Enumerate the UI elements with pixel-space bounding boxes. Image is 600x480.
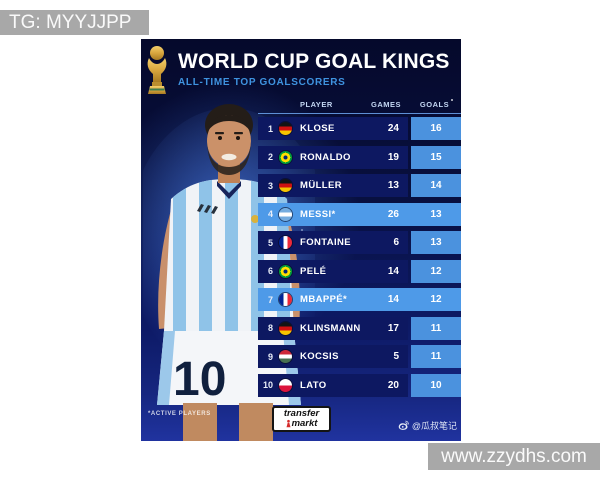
transfermarkt-logo-line2: markt [291, 418, 318, 429]
player-cell: 6 PELÉ 14 [258, 259, 408, 283]
goals-value: 12 [411, 259, 461, 283]
france-flag-icon [279, 236, 292, 249]
star-specks [451, 99, 453, 101]
poster-header: WORLD CUP GOAL KINGS ALL-TIME TOP GOALSC… [145, 44, 450, 96]
rank-label: 5 [267, 237, 273, 248]
rank-label: 1 [267, 123, 273, 134]
player-name: LATO [300, 379, 327, 391]
player-cell: 7 MBAPPÉ* 14 [258, 288, 408, 311]
transfermarkt-logo-line1: transfer [283, 408, 320, 420]
player-name: KLINSMANN [300, 322, 361, 334]
germany-flag-icon [279, 179, 292, 192]
goals-value: 12 [411, 288, 461, 311]
poster: 10 WORLD CUP GOAL KINGS ALL- [141, 39, 461, 441]
games-value: 6 [393, 237, 399, 248]
site-watermark: www.zzydhs.com [428, 443, 600, 470]
rank-label: 4 [267, 209, 273, 219]
table-row: 5 FONTAINE 6 13 [258, 231, 461, 254]
transfermarkt-logo: transfer markt [272, 406, 331, 432]
table-header-row: PLAYER GAMES GOALS [258, 96, 461, 114]
goals-value: 13 [411, 231, 461, 254]
column-header-player: PLAYER [300, 100, 333, 109]
games-value: 24 [387, 123, 399, 134]
games-value: 14 [387, 265, 399, 277]
table-row: 7 MBAPPÉ* 14 12 [258, 288, 461, 311]
table-row: 1 KLOSE 24 16 [258, 117, 461, 140]
games-value: 14 [387, 294, 399, 305]
goals-value: 14 [411, 174, 461, 197]
games-value: 5 [393, 351, 399, 362]
player-cell: 3 MÜLLER 13 [258, 174, 408, 197]
table-row: 9 KOCSIS 5 11 [258, 345, 461, 368]
poster-subtitle: ALL-TIME TOP GOALSCORERS [178, 77, 346, 88]
player-cell: 5 FONTAINE 6 [258, 231, 408, 254]
weibo-credit: @瓜叔笔记 [398, 419, 457, 432]
player-cell: 8 KLINSMANN 17 [258, 316, 408, 340]
player-name: FONTAINE [300, 237, 352, 248]
argentina-flag-icon [279, 207, 292, 221]
games-value: 13 [387, 180, 399, 191]
rank-label: 7 [267, 294, 273, 305]
table-row: 2 RONALDO 19 15 [258, 145, 461, 169]
poland-flag-icon [279, 378, 292, 392]
tg-watermark: TG: MYYJJPP [0, 10, 149, 35]
table-row: 3 MÜLLER 13 14 [258, 174, 461, 197]
table-row: 10 LATO 20 10 [258, 373, 461, 397]
weibo-icon [398, 420, 409, 430]
player-cell: 2 RONALDO 19 [258, 145, 408, 169]
goals-value: 15 [411, 145, 461, 169]
player-name: MÜLLER [300, 180, 342, 191]
goals-value: 11 [411, 345, 461, 368]
goalscorers-table: PLAYER GAMES GOALS 1 KLOSE 24 16 2 RONAL… [258, 96, 461, 402]
jersey-number: 10 [173, 353, 226, 406]
rank-label: 6 [267, 266, 273, 276]
player-name: MESSI* [300, 208, 336, 220]
rank-label: 8 [267, 323, 273, 333]
player-name: PELÉ [300, 265, 327, 277]
germany-flag-icon [279, 321, 292, 335]
goals-value: 10 [411, 373, 461, 397]
france-flag-icon [279, 293, 292, 306]
table-body: 1 KLOSE 24 16 2 RONALDO 19 15 3 MÜLLER 1… [258, 117, 461, 397]
player-cell: 10 LATO 20 [258, 373, 408, 397]
games-value: 17 [387, 322, 399, 334]
rank-label: 10 [262, 380, 273, 390]
player-cell: 4 MESSI* 26 [258, 202, 408, 226]
brazil-flag-icon [279, 264, 292, 278]
rank-label: 2 [267, 152, 273, 162]
games-value: 26 [387, 208, 399, 220]
column-header-games: GAMES [370, 100, 401, 109]
player-name: KOCSIS [300, 351, 339, 362]
player-cell: 1 KLOSE 24 [258, 117, 408, 140]
player-name: KLOSE [300, 123, 335, 134]
games-value: 19 [387, 151, 399, 163]
rank-label: 3 [267, 180, 273, 191]
hungary-flag-icon [279, 350, 292, 363]
transfermarkt-figure-icon [286, 420, 291, 428]
goals-value: 11 [411, 316, 461, 340]
goals-value: 16 [411, 117, 461, 140]
germany-flag-icon [279, 122, 292, 135]
brazil-flag-icon [279, 150, 292, 164]
games-value: 20 [387, 379, 399, 391]
poster-title: WORLD CUP GOAL KINGS [178, 50, 450, 73]
player-name: MBAPPÉ* [300, 294, 348, 305]
table-row: 4 MESSI* 26 13 [258, 202, 461, 226]
active-players-footnote: *ACTIVE PLAYERS [148, 411, 211, 417]
column-header-goals: GOALS [419, 100, 450, 109]
world-cup-trophy-icon [147, 46, 167, 94]
player-cell: 9 KOCSIS 5 [258, 345, 408, 368]
goals-value: 13 [411, 202, 461, 226]
table-row: 8 KLINSMANN 17 11 [258, 316, 461, 340]
weibo-credit-text: @瓜叔笔记 [411, 421, 457, 431]
player-name: RONALDO [300, 151, 351, 163]
table-row: 6 PELÉ 14 12 [258, 259, 461, 283]
rank-label: 9 [267, 351, 273, 362]
